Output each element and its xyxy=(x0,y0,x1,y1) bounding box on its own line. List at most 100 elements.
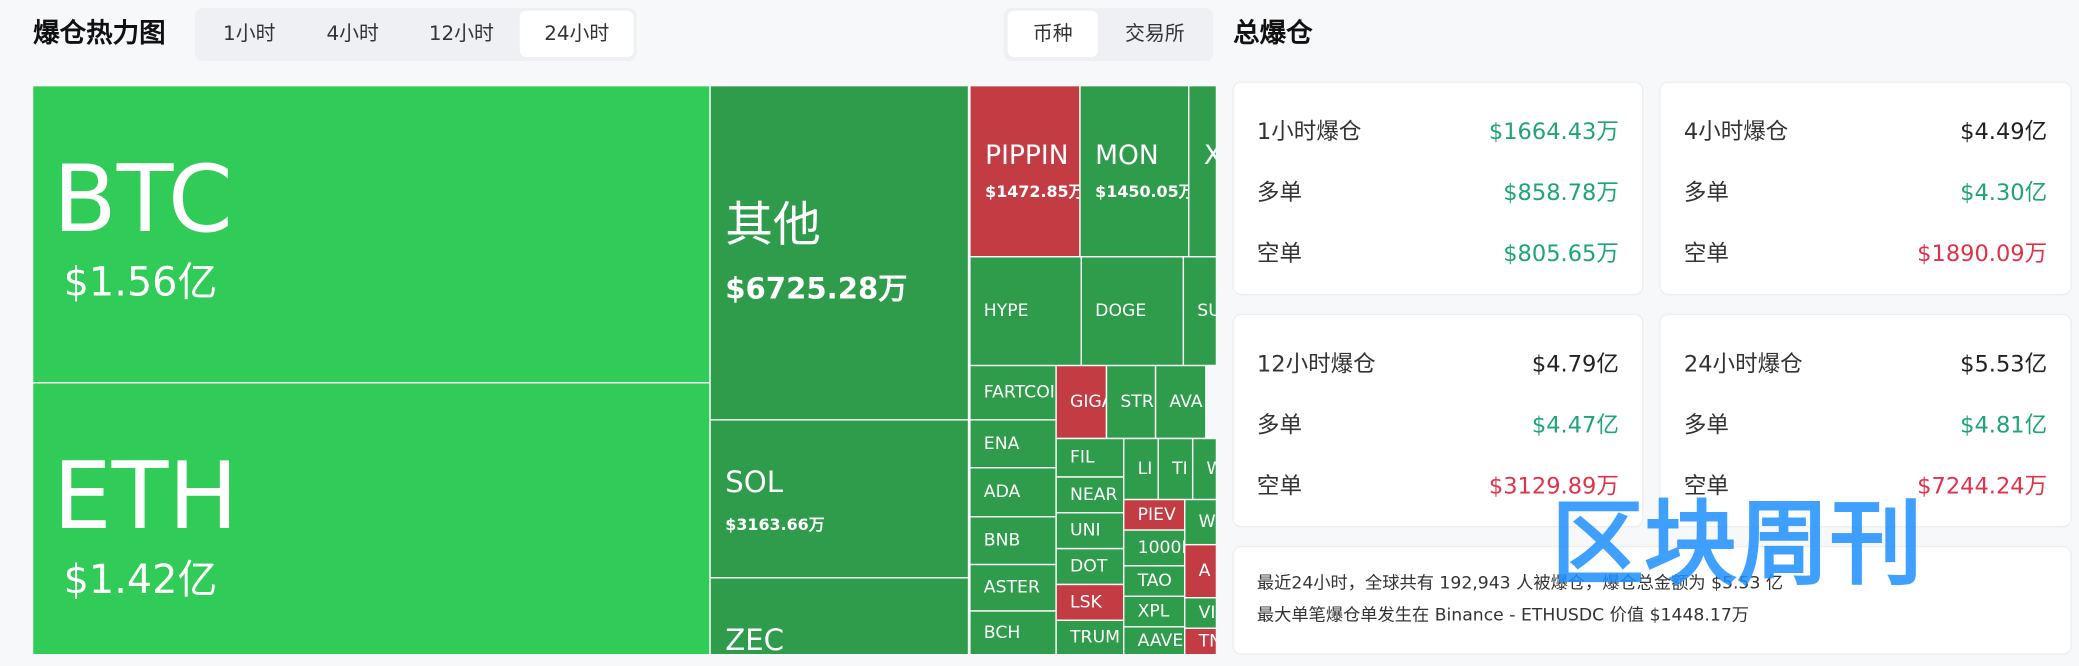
card xyxy=(1232,313,1644,528)
tile-label: BNB xyxy=(984,531,1021,551)
tile-bg xyxy=(1185,500,1216,544)
heatmap-title: 爆仓热力图 xyxy=(33,18,166,49)
time-tab[interactable]: 1小时 xyxy=(223,22,276,45)
row-label: 空单 xyxy=(1257,473,1302,499)
tile-label: BCH xyxy=(984,623,1021,643)
tile[interactable]: W xyxy=(1193,439,1223,499)
tile[interactable]: HYPE xyxy=(970,257,1081,365)
tile-bg xyxy=(970,420,1056,467)
tile[interactable]: ENA xyxy=(970,420,1056,467)
tile[interactable]: X xyxy=(1189,86,1222,257)
tile-label: AVA xyxy=(1169,392,1202,412)
tile[interactable]: W xyxy=(1185,500,1216,544)
row-label: 空单 xyxy=(1684,241,1729,267)
tile[interactable]: PIEV xyxy=(1124,500,1185,530)
tile-label: PIPPIN xyxy=(985,140,1068,171)
tile[interactable]: TN xyxy=(1185,628,1222,655)
active-toggle-bg xyxy=(1007,10,1098,58)
tile[interactable]: SU xyxy=(1184,257,1221,365)
tile-label: LI xyxy=(1138,459,1153,479)
tile-bg xyxy=(970,611,1056,655)
tile-label: GIGA xyxy=(1070,392,1114,412)
tile-bg xyxy=(1124,597,1185,627)
tile[interactable]: A xyxy=(1185,545,1216,598)
tile-bg xyxy=(1156,366,1206,438)
tile[interactable]: FARTCOI xyxy=(970,366,1056,420)
tile-bg xyxy=(1124,627,1185,655)
tile[interactable]: DOT xyxy=(1056,549,1124,584)
tile[interactable]: TAO xyxy=(1124,566,1185,596)
tile[interactable]: LI xyxy=(1124,439,1158,499)
tile[interactable]: BNB xyxy=(970,517,1056,564)
treemap: BTC $1.56亿 ETH $1.42亿 其他 $6725.28万 SOL $3163.66… xyxy=(33,86,1223,666)
tile-label: TAO xyxy=(1137,571,1172,591)
tile[interactable]: NEAR xyxy=(1056,477,1124,513)
time-tab[interactable]: 24小时 xyxy=(544,22,609,45)
active-tab-bg xyxy=(519,10,634,58)
tile-bg xyxy=(970,565,1056,611)
tile[interactable]: AAVE xyxy=(1124,627,1185,655)
tile[interactable]: LSK xyxy=(1056,585,1124,620)
tile[interactable]: GIGA xyxy=(1056,366,1114,438)
tile-label: UNI xyxy=(1070,521,1101,541)
toggle-option[interactable]: 交易所 xyxy=(1125,22,1185,45)
tile-label: TI xyxy=(1171,459,1188,479)
tile-label: BTC xyxy=(53,145,233,253)
tile-bg xyxy=(1056,585,1124,620)
tile-label: X xyxy=(1204,140,1222,171)
tile-bg xyxy=(1193,439,1216,499)
tile-label: XPL xyxy=(1138,602,1170,622)
tile-bg xyxy=(710,86,968,420)
tile[interactable]: STR xyxy=(1107,366,1155,438)
tile[interactable]: XPL xyxy=(1124,597,1185,627)
time-tab[interactable]: 12小时 xyxy=(429,22,494,45)
tile-label: 其他 xyxy=(725,198,820,253)
tile[interactable]: ASTER xyxy=(970,565,1056,611)
tile[interactable]: MON $1450.05万 xyxy=(1080,86,1195,257)
tile-value: $1472.85万 xyxy=(985,182,1084,201)
tile-bg xyxy=(1158,439,1192,499)
row-label: 多单 xyxy=(1257,180,1302,206)
tile[interactable]: ADA xyxy=(970,468,1056,517)
tile[interactable]: FIL xyxy=(1056,439,1124,477)
tile-label: ASTER xyxy=(984,578,1040,598)
tile-bg xyxy=(1056,513,1124,548)
tile[interactable]: AVA xyxy=(1156,366,1206,438)
row-value: $7244.24万 xyxy=(1917,473,2047,499)
tile[interactable]: BCH xyxy=(970,611,1056,655)
tile-label: W xyxy=(1207,459,1224,479)
tile-label: AAVE xyxy=(1138,631,1184,651)
tile[interactable]: ZEC$1549.14万 xyxy=(710,578,968,666)
toggle-option[interactable]: 币种 xyxy=(1033,22,1073,45)
tile-bg xyxy=(1124,530,1185,566)
tile-bg xyxy=(1185,598,1216,628)
tile[interactable]: UNI xyxy=(1056,513,1124,548)
row-value: $805.65万 xyxy=(1503,241,1619,267)
tile[interactable]: SOL $3163.66万 xyxy=(710,420,968,578)
tile[interactable]: TRUM xyxy=(1056,620,1124,655)
time-tab[interactable]: 4小时 xyxy=(326,22,379,45)
tile[interactable]: PIPPIN $1472.85万 xyxy=(970,86,1085,257)
watermark: 区块周刊 xyxy=(1551,490,1922,598)
tile-bg xyxy=(1185,545,1216,598)
row-value: $1664.43万 xyxy=(1489,119,1619,145)
tile-bg xyxy=(33,86,710,383)
tile[interactable]: 1000P xyxy=(1124,530,1192,566)
tile-bg xyxy=(1056,477,1124,513)
row-label: 空单 xyxy=(1257,241,1302,267)
footer-line: 最近24小时，全球共有 192,943 人被爆仓，爆仓总金额为 $5.53 亿 xyxy=(1257,574,1783,594)
tile[interactable]: BTC $1.56亿 xyxy=(33,86,710,383)
tile-bg xyxy=(970,517,1056,564)
tile[interactable]: ETH $1.42亿 xyxy=(33,383,710,655)
tile[interactable]: TI xyxy=(1158,439,1192,499)
row-label: 多单 xyxy=(1684,412,1729,438)
tile-label: TRUM xyxy=(1069,627,1120,647)
tile[interactable]: VI xyxy=(1185,598,1216,628)
tile-label: TN xyxy=(1198,631,1222,651)
tile[interactable]: 其他 $6725.28万 xyxy=(710,86,968,420)
tile-label: LSK xyxy=(1070,592,1103,612)
tile[interactable]: DOGE xyxy=(1081,257,1183,365)
tile-bg xyxy=(1189,86,1216,257)
tile-label: ADA xyxy=(984,482,1021,502)
